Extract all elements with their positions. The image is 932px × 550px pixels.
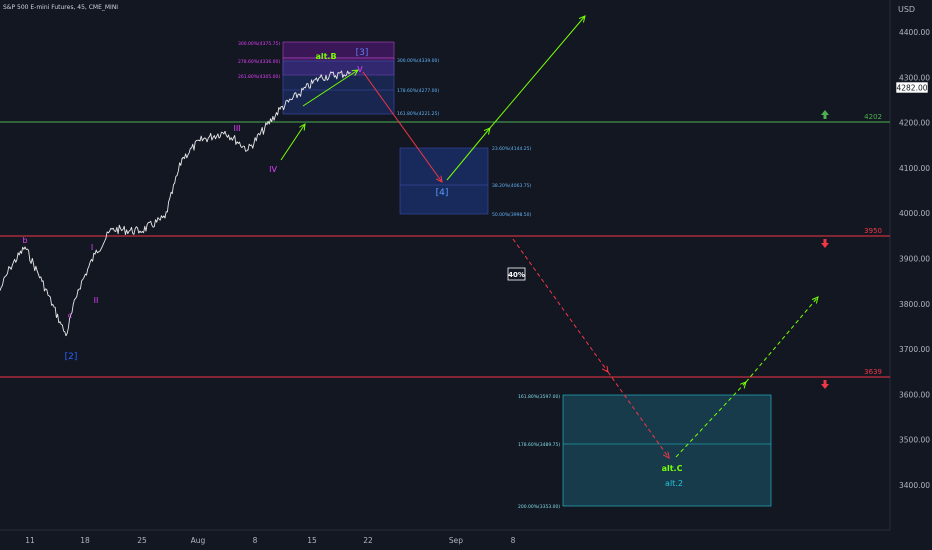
price-axis[interactable]: 4400.00 4300.00 4200.00 4100.00 4000.00 3900.… <box>899 28 930 490</box>
alt-c-target-zone: 161.80%(3597.00) 178.60%(3489.75) 200.00… <box>518 394 772 510</box>
fib-label: 200.00%(3353.00) <box>518 504 560 510</box>
horizontal-levels: 4202 3950 3639 <box>0 110 890 389</box>
projection-alt-up-b <box>745 297 818 383</box>
level-label-4202: 4202 <box>864 113 882 121</box>
date-tick-label: 18 <box>80 536 90 545</box>
price-tick-label: 3700.00 <box>899 345 930 354</box>
date-tick-label: 8 <box>253 536 258 545</box>
date-tick-label: 25 <box>137 536 147 545</box>
mid-fib-zone: 300.00%(4339.00) 178.60%(4277.00) 161.80… <box>282 58 439 117</box>
wave-label-2: [2] <box>65 352 78 362</box>
fib-label: 161.80%(3597.00) <box>518 394 560 400</box>
projection-down-to-4 <box>362 71 442 182</box>
price-point <box>65 334 67 337</box>
price-point <box>59 321 61 323</box>
fib-label: 278.60%(4336.00) <box>238 59 280 65</box>
last-price-value: 4282.00 <box>896 84 927 93</box>
projection-up-short <box>280 124 305 161</box>
price-point <box>139 230 141 232</box>
price-tick-label: 4200.00 <box>899 119 930 128</box>
wave-label-iii: III <box>233 124 240 133</box>
wave-label-v: V <box>357 65 363 74</box>
arrow-down-icon <box>821 380 829 389</box>
price-point <box>0 289 1 291</box>
price-point <box>319 76 321 78</box>
fib-label: 300.00%(4339.00) <box>397 58 439 64</box>
price-point <box>77 289 79 291</box>
price-tick-label: 4300.00 <box>899 73 930 82</box>
price-point <box>94 253 96 255</box>
price-tick-label: 3800.00 <box>899 300 930 309</box>
projection-up-to-5b <box>489 16 585 129</box>
price-tick-label: 3400.00 <box>899 481 930 490</box>
last-price-tag: 4282.00 <box>895 81 929 94</box>
level-label-3950: 3950 <box>864 227 882 235</box>
wave-label-4: [4] <box>436 188 449 198</box>
wave-label-c: c <box>68 311 72 320</box>
price-tick-label: 3900.00 <box>899 255 930 264</box>
projection-alt-down-a <box>512 238 608 372</box>
price-point <box>224 131 226 133</box>
price-point <box>111 228 113 230</box>
price-tick-label: 3500.00 <box>899 436 930 445</box>
price-point <box>349 72 351 74</box>
price-point <box>199 140 201 142</box>
date-tick-label: Aug <box>191 536 206 545</box>
price-line <box>0 70 351 336</box>
projection-alt-up-a <box>675 382 746 458</box>
fib-label: 300.00%(4375.75) <box>238 41 280 47</box>
price-tick-label: 4400.00 <box>899 28 930 37</box>
price-point <box>9 266 11 269</box>
currency-label: USD <box>898 5 915 14</box>
arrow-down-icon <box>821 239 829 248</box>
wave-label-3: [3] <box>356 48 369 58</box>
price-point <box>164 217 166 219</box>
wave-label-alt-2: alt.2 <box>665 479 683 488</box>
price-tick-label: 3600.00 <box>899 390 930 399</box>
date-tick-label: 11 <box>25 536 35 545</box>
fib-label: 261.80%(4305.00) <box>238 74 280 80</box>
fib-label: 161.80%(4221.25) <box>397 111 439 117</box>
symbol-title: S&P 500 E-mini Futures, 45, CME_MINI <box>3 4 118 11</box>
wave-label-i: I <box>91 243 93 252</box>
price-series <box>0 70 351 337</box>
wave-label-b: b <box>22 236 27 245</box>
date-tick-label: 15 <box>307 536 317 545</box>
fib-label: 178.60%(3489.75) <box>518 442 560 448</box>
wave4-target-zone: 23.60%(4144.25) 38.20%(4063.75) 50.00%(3… <box>399 146 532 218</box>
price-point <box>247 149 249 151</box>
price-tick-label: 4000.00 <box>899 209 930 218</box>
date-tick-label: 22 <box>363 536 373 545</box>
probability-text: 40% <box>508 271 525 279</box>
wave-label-alt-c: alt.C <box>662 464 683 473</box>
price-point <box>279 108 281 110</box>
price-point <box>24 246 26 248</box>
fib-label: 38.20%(4063.75) <box>492 183 532 189</box>
projection-paths <box>280 16 818 458</box>
wave-label-iv: IV <box>269 165 277 174</box>
projection-alt-down-b <box>607 371 669 458</box>
wave-label-alt-b: alt.B <box>315 52 336 61</box>
wave-label-ii: II <box>94 296 99 305</box>
fib-label: 23.60%(4144.25) <box>492 146 532 152</box>
upper-fib-zone: 300.00%(4375.75) 278.60%(4336.00) 261.80… <box>238 41 395 80</box>
arrow-up-icon <box>821 110 829 119</box>
fib-label: 178.60%(4277.00) <box>397 88 439 94</box>
wave-labels: b c [2] I II III IV V [3] alt.B [4] alt.… <box>22 48 682 488</box>
probability-badge: 40% <box>507 267 526 281</box>
level-label-3639: 3639 <box>864 368 882 376</box>
fib-label: 50.00%(3998.50) <box>492 212 532 218</box>
price-tick-label: 4100.00 <box>899 164 930 173</box>
date-tick-label: Sep <box>449 536 463 545</box>
projection-up-alt-b <box>302 70 358 107</box>
date-tick-label: 8 <box>511 536 516 545</box>
date-axis[interactable]: 11 18 25 Aug 8 15 22 Sep 8 <box>25 536 515 545</box>
price-point <box>41 280 43 282</box>
price-point <box>181 158 183 160</box>
projection-up-to-5 <box>446 128 490 181</box>
